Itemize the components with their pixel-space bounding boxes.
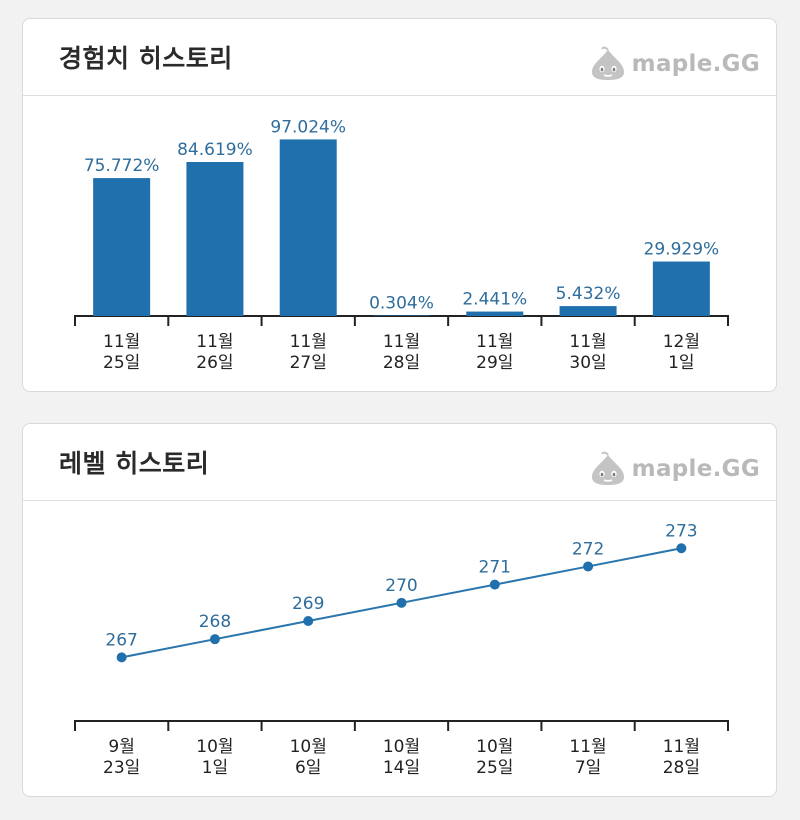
exp-bar[interactable] bbox=[559, 306, 617, 316]
exp-bar-value-label: 97.024% bbox=[270, 117, 346, 137]
level-history-card: 레벨 히스토리 maple.GG 9월 23일 10월 1일 10월 6일 10월 14일 10… bbox=[22, 423, 777, 797]
exp-x-tick-label: 12월 1일 bbox=[663, 332, 700, 373]
level-point-value-label: 269 bbox=[292, 594, 324, 614]
level-point-value-label: 272 bbox=[572, 539, 604, 559]
level-x-tick-label: 9월 23일 bbox=[103, 737, 140, 778]
exp-bar-value-label: 29.929% bbox=[644, 240, 720, 260]
exp-x-tick-label: 11월 29일 bbox=[476, 332, 513, 373]
exp-bar[interactable] bbox=[93, 178, 151, 316]
exp-bar[interactable] bbox=[279, 139, 337, 316]
level-point[interactable] bbox=[303, 616, 314, 626]
exp-bar[interactable] bbox=[186, 161, 244, 316]
exp-x-tick-label: 11월 27일 bbox=[290, 332, 327, 373]
slime-mascot-icon bbox=[591, 451, 624, 485]
maple-gg-logo[interactable]: maple.GG bbox=[588, 451, 760, 487]
exp-bar[interactable] bbox=[466, 311, 524, 316]
exp-card-title: 경험치 히스토리 bbox=[59, 44, 233, 73]
level-x-tick-label: 11월 28일 bbox=[663, 737, 700, 778]
exp-x-tick-label: 11월 28일 bbox=[383, 332, 420, 373]
maple-gg-logo[interactable]: maple.GG bbox=[588, 46, 760, 82]
level-x-tick-label: 11월 7일 bbox=[569, 737, 606, 778]
level-point-value-label: 268 bbox=[199, 612, 231, 632]
exp-bar-chart: 11월 25일 11월 26일 11월 27일 11월 28일 11월 29일 11월 30일 12월 1… bbox=[74, 117, 729, 373]
level-point[interactable] bbox=[209, 634, 220, 645]
level-point-value-label: 267 bbox=[105, 630, 137, 650]
level-x-tick-label: 10월 14일 bbox=[383, 737, 420, 778]
level-point[interactable] bbox=[583, 561, 594, 572]
level-card-header: 레벨 히스토리 maple.GG bbox=[23, 424, 776, 501]
level-card-title: 레벨 히스토리 bbox=[59, 449, 210, 478]
level-point[interactable] bbox=[489, 579, 500, 590]
level-point-value-label: 273 bbox=[665, 521, 697, 541]
level-x-tick-label: 10월 1일 bbox=[196, 737, 233, 778]
exp-bar[interactable] bbox=[373, 315, 430, 316]
exp-bar-value-label: 75.772% bbox=[84, 156, 160, 176]
level-point-value-label: 270 bbox=[385, 576, 417, 596]
exp-history-card: 경험치 히스토리 maple.GG 11월 25일 11월 26일 11월 27일 11월 2… bbox=[22, 18, 777, 392]
logo-text: maple.GG bbox=[631, 51, 760, 77]
exp-bar-value-label: 2.441% bbox=[462, 290, 527, 310]
slime-mascot-icon bbox=[591, 46, 624, 80]
level-line-chart: 9월 23일 10월 1일 10월 6일 10월 14일 10월 25일 11월 7일 11월 28일 26… bbox=[74, 521, 729, 778]
exp-x-tick-label: 11월 26일 bbox=[196, 332, 233, 373]
exp-x-tick-label: 11월 25일 bbox=[103, 332, 140, 373]
exp-card-header: 경험치 히스토리 maple.GG bbox=[23, 19, 776, 96]
level-point[interactable] bbox=[676, 543, 687, 554]
level-point-value-label: 271 bbox=[479, 558, 511, 578]
exp-bar-value-label: 0.304% bbox=[369, 293, 434, 313]
level-point[interactable] bbox=[116, 652, 127, 663]
level-x-tick-label: 10월 6일 bbox=[290, 737, 327, 778]
level-point[interactable] bbox=[396, 597, 407, 608]
logo-text: maple.GG bbox=[631, 456, 760, 482]
level-x-tick-label: 10월 25일 bbox=[476, 737, 513, 778]
exp-bar-value-label: 84.619% bbox=[177, 140, 253, 160]
exp-x-tick-label: 11월 30일 bbox=[569, 332, 606, 373]
exp-bar-value-label: 5.432% bbox=[556, 284, 621, 304]
exp-bar[interactable] bbox=[652, 261, 710, 316]
